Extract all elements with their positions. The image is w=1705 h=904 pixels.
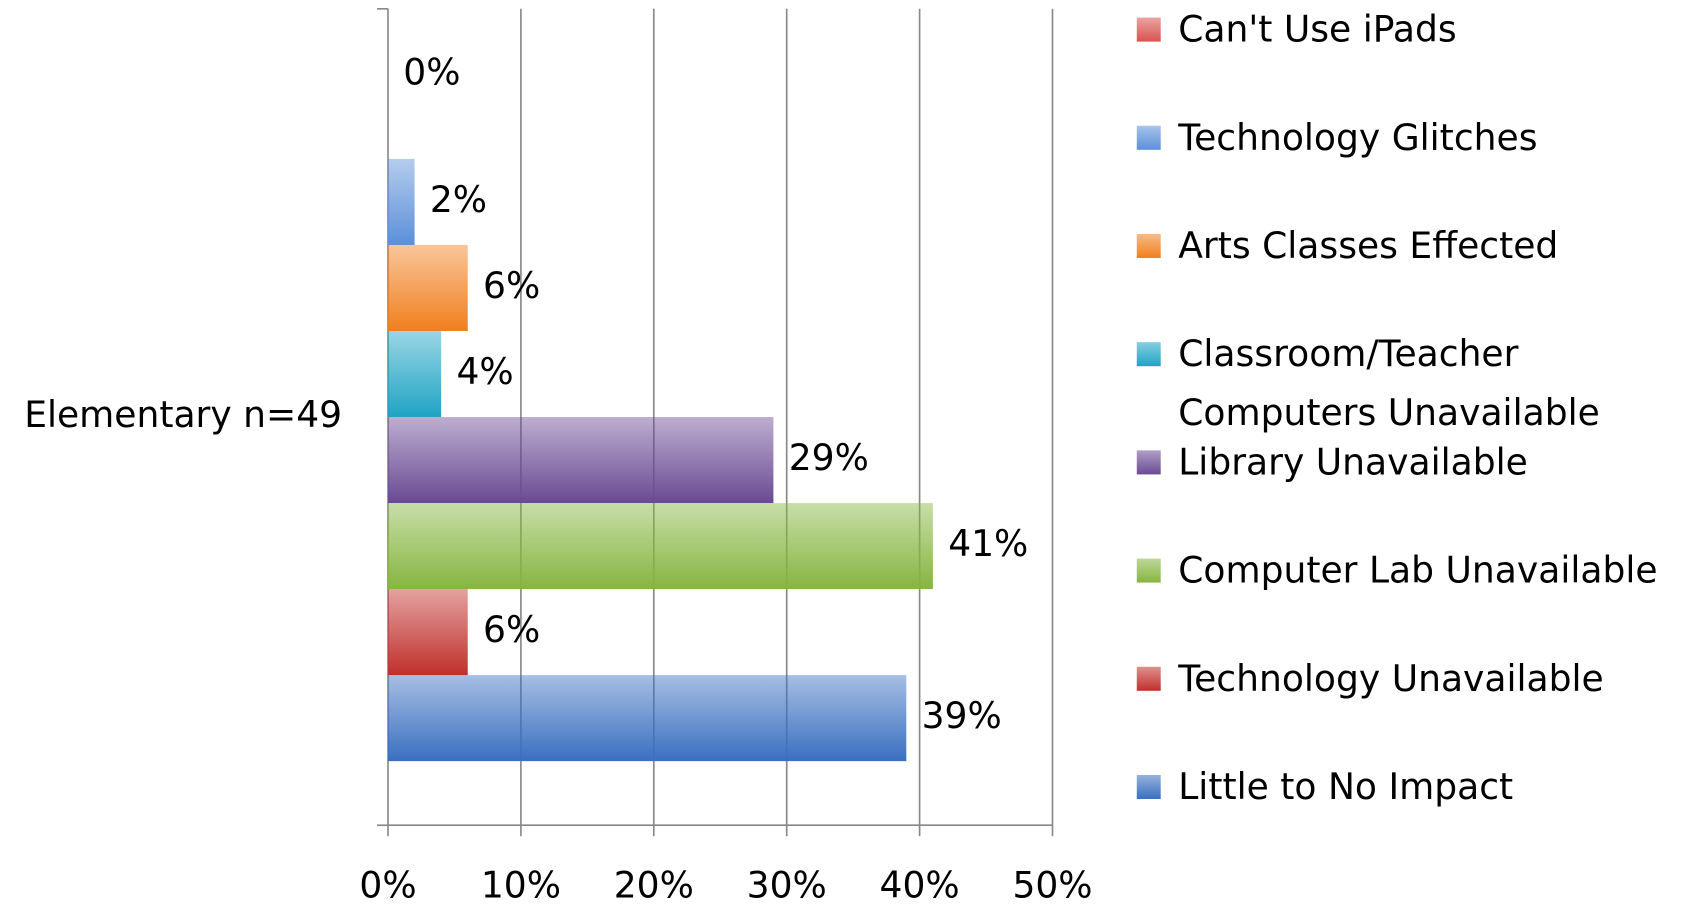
x-tick-label: 0%: [359, 865, 416, 904]
x-tick-label: 20%: [614, 865, 694, 904]
bar: [387, 330, 442, 418]
legend-label: Computer Lab Unavailable: [1178, 548, 1658, 592]
legend-label: Can't Use iPads: [1178, 7, 1457, 51]
x-tick-label: 30%: [747, 865, 827, 904]
x-tick-label: 10%: [481, 865, 561, 904]
data-label: 29%: [789, 437, 869, 479]
legend-swatch: [1136, 125, 1161, 150]
legend-label: Technology Unavailable: [1178, 656, 1604, 700]
legend-swatch: [1136, 666, 1161, 691]
legend-swatch: [1136, 342, 1161, 367]
data-label: 6%: [483, 265, 540, 307]
legend-swatch: [1136, 450, 1161, 475]
x-tick-label: 50%: [1012, 865, 1092, 904]
legend: Can't Use iPads Technology Glitches Arts C…: [1136, 7, 1658, 808]
legend-label: Arts Classes Effected: [1178, 224, 1559, 267]
legend-label: Technology Glitches: [1178, 115, 1538, 159]
x-tick-label: 40%: [880, 865, 960, 904]
data-label: 4%: [456, 351, 513, 393]
bar: [387, 158, 415, 245]
legend-swatch: [1136, 17, 1161, 42]
data-label: 2%: [430, 179, 487, 221]
legend-swatch: [1136, 233, 1161, 259]
bar: [387, 244, 468, 331]
legend-label: Library Unavailable: [1178, 440, 1528, 484]
legend-label: Classroom/Teacher Computers Unavailable: [1178, 332, 1600, 434]
data-label: 39%: [922, 695, 1002, 737]
data-label: 0%: [403, 51, 460, 93]
legend-label: Little to No Impact: [1178, 765, 1514, 808]
bar: [387, 675, 907, 762]
bar: [387, 417, 774, 504]
legend-swatch: [1136, 774, 1161, 800]
bar: [387, 503, 933, 590]
data-label: 41%: [948, 523, 1028, 565]
legend-swatch: [1136, 558, 1161, 583]
y-tick-label: Elementary n=49: [24, 394, 342, 436]
data-label: 6%: [483, 609, 540, 651]
bar: [387, 589, 468, 676]
